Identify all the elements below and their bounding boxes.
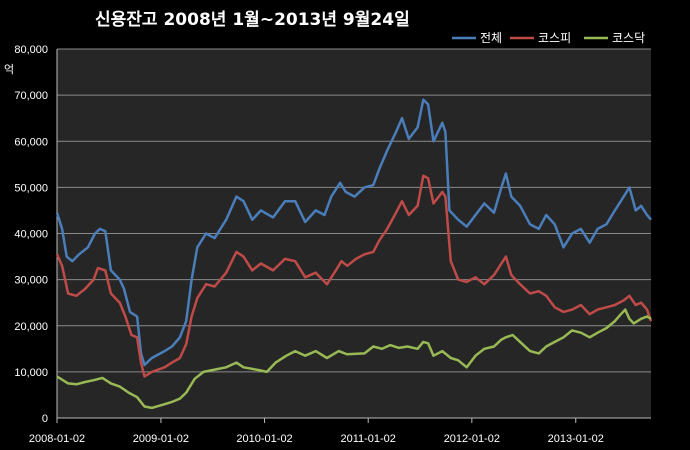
legend-label-2: 코스피	[538, 31, 571, 45]
y-tick-label: 70,000	[14, 90, 48, 102]
x-tick-label: 2010-01-02	[236, 433, 292, 445]
x-tick-label: 2011-01-02	[340, 433, 395, 445]
legend-label-3: 코스닥	[612, 31, 645, 45]
y-axis-unit-label: 억	[4, 63, 14, 76]
y-tick-label: 30,000	[14, 275, 48, 287]
x-tick-label: 2012-01-02	[444, 433, 500, 445]
y-tick-label: 20,000	[14, 321, 48, 333]
series-line-2	[55, 174, 653, 378]
x-tick-label: 2009-01-02	[133, 433, 189, 445]
x-tick-label: 2008-01-02	[29, 433, 85, 445]
legend-label-1: 전체	[480, 31, 502, 45]
series-lines	[55, 98, 653, 410]
x-axis: 2008-01-02 2009-01-02 2010-01-02 2011-01-02…	[29, 417, 651, 445]
legend: 전체 코스피 코스닥	[452, 31, 645, 45]
series-line-1	[55, 98, 652, 367]
series-line-3	[56, 308, 652, 410]
x-tick-label: 2013-01-02	[548, 433, 604, 445]
chart-title: 신용잔고 2008년 1월~2013년 9월24일	[95, 10, 410, 30]
y-axis: 0 10,000 20,000 30,000 40,000 50,000 60,000 70,…	[14, 44, 58, 425]
y-tick-label: 10,000	[14, 367, 48, 379]
y-tick-label: 50,000	[14, 182, 48, 194]
grid-lines	[57, 48, 651, 373]
y-tick-label: 40,000	[14, 229, 48, 241]
y-tick-label: 0	[42, 413, 48, 425]
y-tick-label: 80,000	[14, 44, 48, 56]
y-tick-label: 60,000	[14, 136, 48, 148]
